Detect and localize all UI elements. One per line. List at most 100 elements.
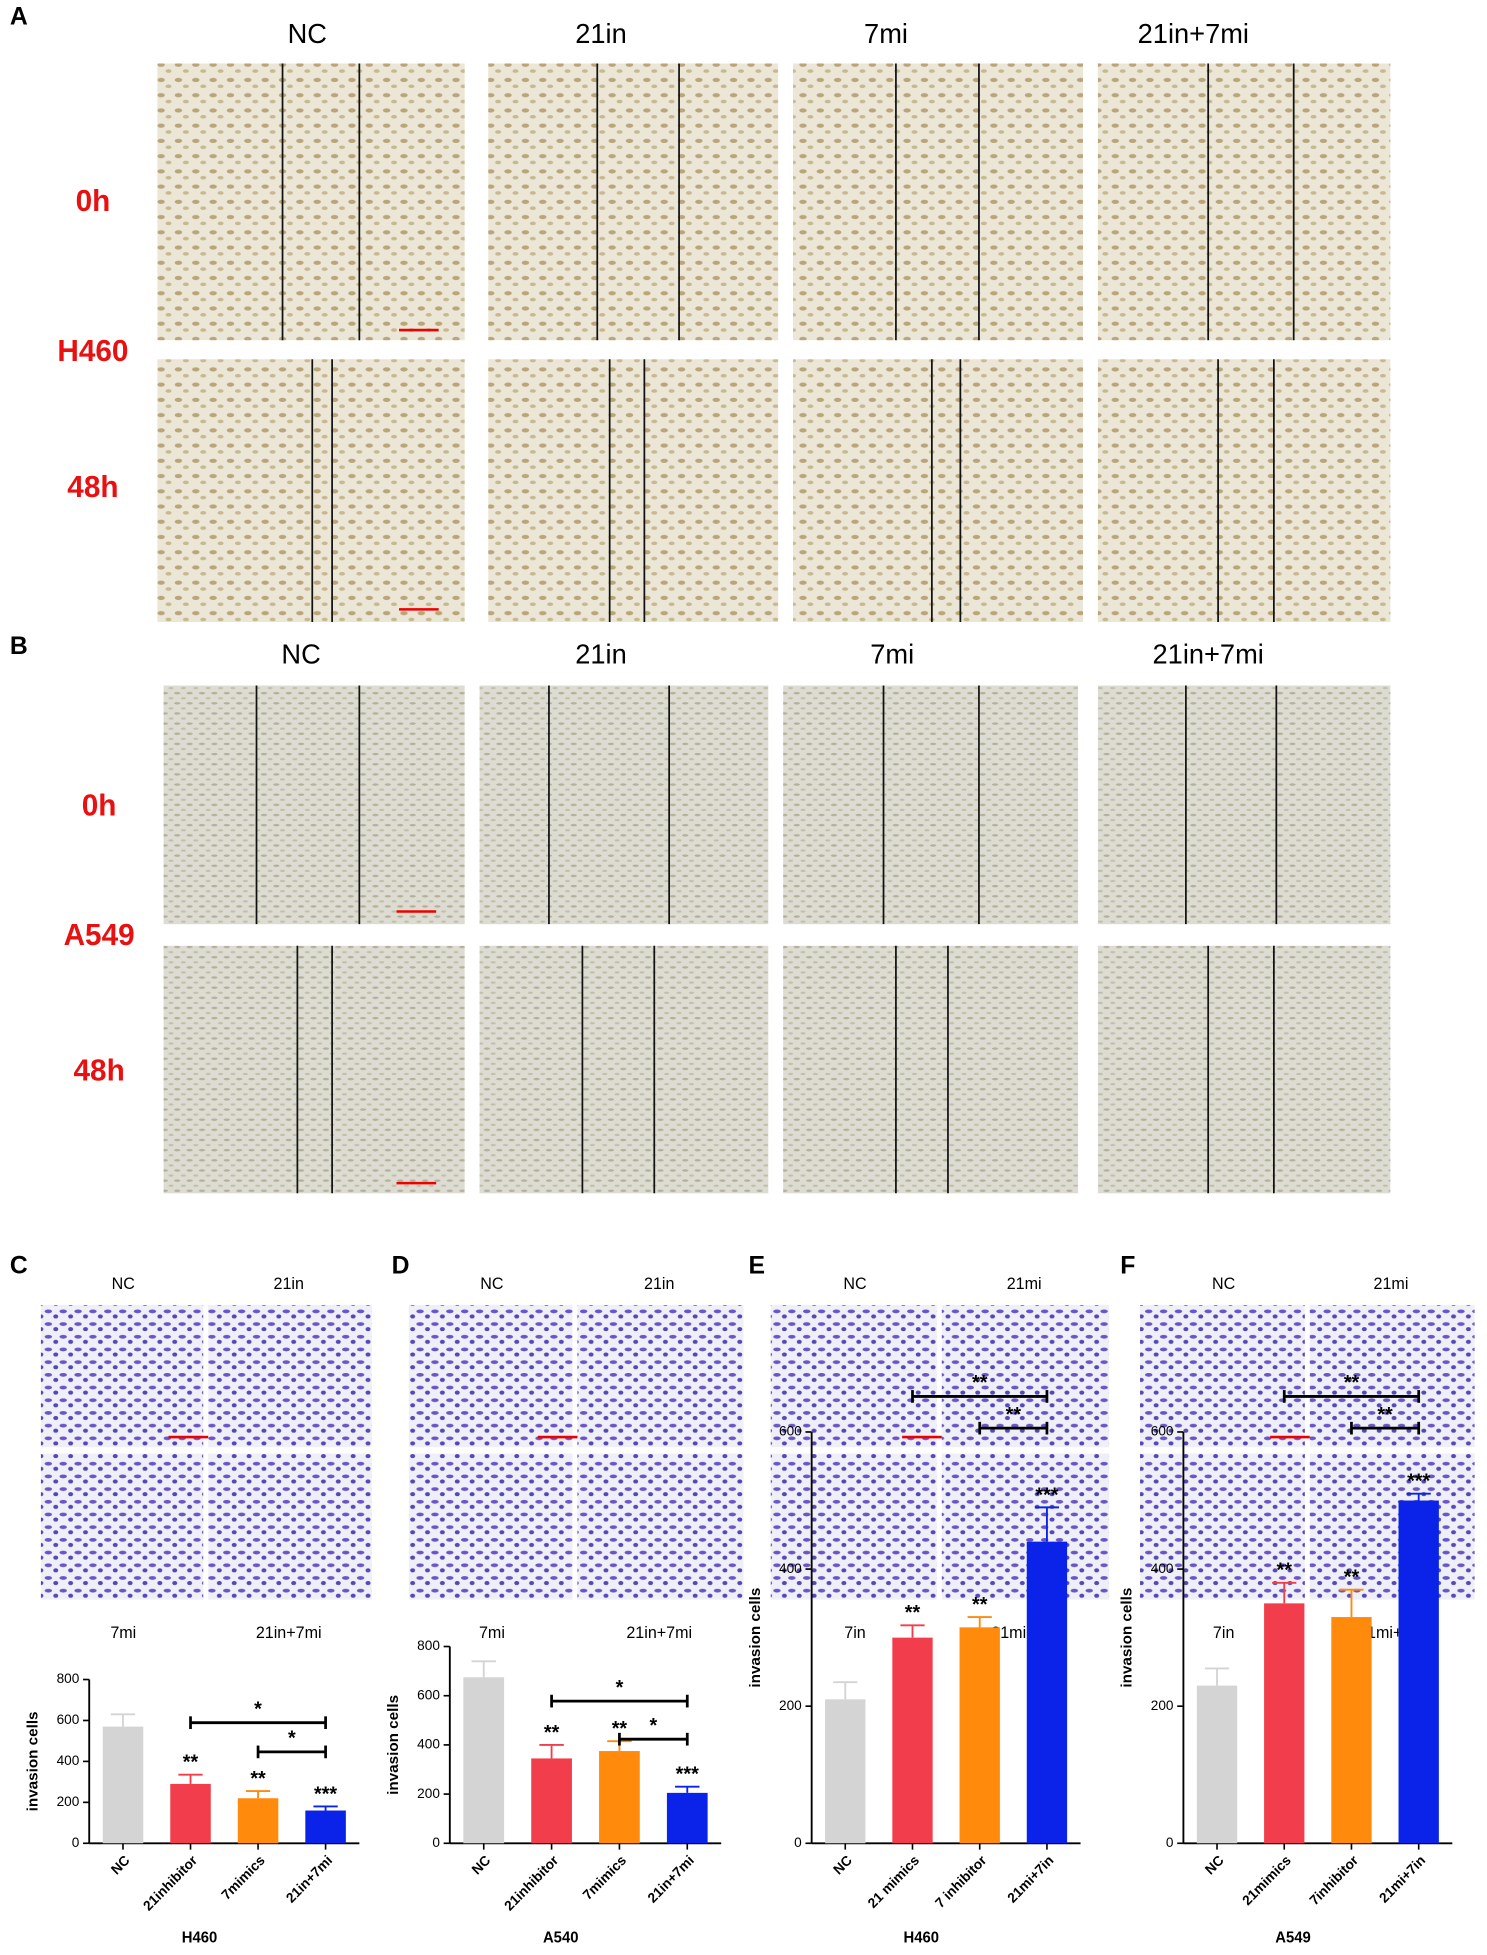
micrograph (208, 1453, 372, 1600)
comparison-bracket (618, 1732, 689, 1746)
bar (237, 1798, 279, 1844)
error-bar (178, 1773, 203, 1784)
micrograph (40, 1305, 204, 1448)
micrograph (1097, 359, 1391, 623)
comparison-bracket (1350, 1421, 1421, 1435)
y-tick-label: 400 (57, 1753, 80, 1768)
micrograph (408, 1453, 573, 1600)
column-header: NC (288, 18, 327, 49)
y-tick-label: 200 (417, 1786, 440, 1801)
micrograph (783, 945, 1079, 1194)
significance-label: *** (1407, 1470, 1430, 1492)
error-bar (313, 1805, 338, 1811)
x-tick-label: NC (469, 1853, 493, 1878)
bar (170, 1783, 211, 1844)
column-header: 21in+7mi (1138, 18, 1249, 49)
error-bar (833, 1681, 858, 1700)
row-label: 0h (76, 185, 111, 218)
panel-letter: A (10, 2, 28, 30)
error-bar (675, 1785, 700, 1793)
y-axis-label: invasion cells (747, 1588, 764, 1688)
x-axis-label: H460 (182, 1929, 218, 1946)
micrograph (1140, 1453, 1305, 1600)
micrograph (1309, 1305, 1475, 1448)
micrograph (488, 63, 779, 341)
micrograph (793, 359, 1084, 623)
y-tick-label: 600 (1151, 1424, 1174, 1439)
y-tick-label: 600 (779, 1424, 802, 1439)
micrograph (157, 63, 465, 341)
bracket-label: ** (972, 1372, 988, 1394)
micrograph (1309, 1453, 1475, 1600)
bracket-label: * (288, 1727, 296, 1749)
micrograph (770, 1305, 937, 1448)
micrograph-label: 21mi (1374, 1275, 1409, 1293)
comparison-bracket (911, 1390, 1049, 1403)
x-tick-label: 21mimics (1239, 1852, 1294, 1908)
significance-label: ** (250, 1768, 266, 1790)
micrograph (941, 1305, 1110, 1448)
bar (531, 1758, 572, 1844)
row-label: 48h (67, 470, 118, 503)
bracket-label: ** (1006, 1404, 1022, 1426)
micrograph-label: 21in (274, 1275, 304, 1293)
bar (1196, 1685, 1238, 1844)
bar (463, 1677, 505, 1844)
y-axis-label: invasion cells (1119, 1588, 1136, 1688)
column-header: NC (281, 638, 320, 669)
error-bar (245, 1790, 271, 1799)
bracket-label: ** (1377, 1404, 1393, 1426)
micrograph-label: 7in (1213, 1624, 1234, 1642)
error-bar (471, 1660, 496, 1678)
micrograph-label: 21in+7mi (256, 1624, 322, 1642)
micrograph-label: NC (843, 1275, 866, 1293)
panel-letter: B (10, 632, 28, 660)
micrograph (479, 945, 769, 1194)
x-axis-label: A540 (543, 1929, 579, 1946)
y-tick-label: 400 (779, 1561, 802, 1576)
x-tick-label: 21 mimics (865, 1852, 922, 1911)
x-axis-label: H460 (904, 1929, 940, 1946)
bar (959, 1627, 1000, 1844)
significance-label: ** (1344, 1566, 1360, 1588)
column-header: 21in (575, 638, 627, 669)
micrograph (163, 945, 465, 1194)
micrograph (577, 1453, 744, 1600)
panel-letter: F (1120, 1251, 1135, 1279)
y-tick-label: 800 (57, 1671, 80, 1686)
bracket-label: * (649, 1715, 657, 1737)
micrograph (479, 685, 769, 925)
y-tick-label: 0 (1166, 1835, 1174, 1850)
significance-label: ** (1277, 1560, 1293, 1582)
micrograph-label: NC (480, 1275, 503, 1293)
y-tick-label: 200 (779, 1698, 802, 1713)
bar (825, 1699, 866, 1844)
error-bar (900, 1624, 925, 1638)
bar (599, 1751, 640, 1844)
y-tick-label: 600 (57, 1712, 80, 1727)
micrograph (577, 1305, 744, 1448)
micrograph-label: 7mi (110, 1624, 136, 1642)
row-label: A549 (64, 919, 135, 952)
micrograph (208, 1305, 372, 1448)
error-bar (1204, 1667, 1230, 1686)
micrograph-label: 21mi (1007, 1275, 1042, 1293)
y-tick-label: 0 (432, 1835, 440, 1850)
micrograph-label: 7in (844, 1624, 865, 1642)
micrograph (1097, 63, 1391, 341)
x-tick-label: 21mi+7in (1005, 1853, 1057, 1906)
micrograph (488, 359, 779, 623)
significance-label: *** (676, 1763, 699, 1785)
error-bar (539, 1743, 564, 1759)
x-tick-label: 7mimics (219, 1852, 268, 1902)
bar (305, 1810, 346, 1844)
bar (892, 1637, 933, 1844)
y-tick-label: 0 (794, 1835, 802, 1850)
micrograph (157, 359, 465, 623)
row-label: H460 (57, 335, 128, 368)
comparison-bracket (1282, 1390, 1421, 1403)
comparison-bracket (550, 1694, 689, 1708)
error-bar (110, 1713, 136, 1727)
